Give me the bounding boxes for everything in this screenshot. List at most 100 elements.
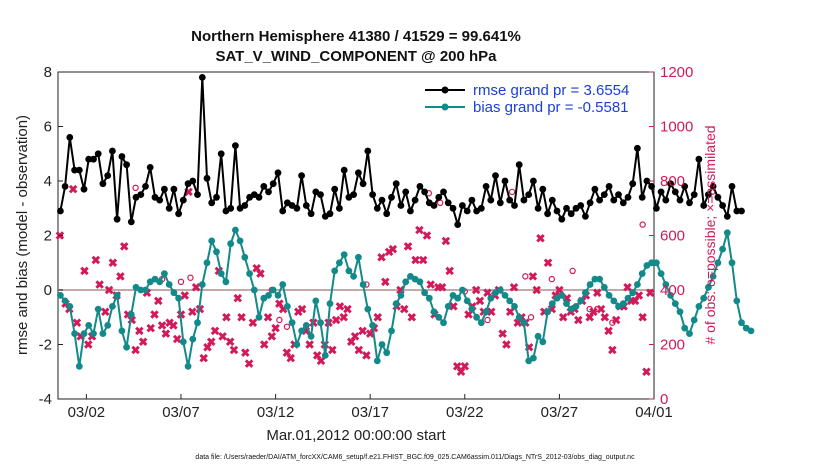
bias-point bbox=[544, 308, 551, 316]
obs-possible-marker bbox=[594, 305, 601, 313]
rmse-point bbox=[156, 196, 164, 204]
bias-point bbox=[279, 281, 287, 288]
rmse-point bbox=[582, 213, 589, 220]
obs-assimilated-marker bbox=[150, 310, 159, 319]
obs-assimilated-marker bbox=[645, 288, 655, 297]
y2-tick-label: 1000 bbox=[660, 119, 693, 136]
bias-point bbox=[548, 300, 556, 307]
obs-assimilated-marker bbox=[388, 244, 398, 254]
obs-assimilated-marker bbox=[362, 351, 371, 360]
obs-assimilated-marker bbox=[411, 255, 420, 265]
obs-assimilated-marker bbox=[267, 332, 277, 341]
bias-point bbox=[473, 313, 480, 321]
bias-point bbox=[397, 292, 405, 299]
bias-point bbox=[222, 278, 230, 286]
bias-point bbox=[511, 303, 518, 310]
obs-assimilated-marker bbox=[415, 225, 424, 235]
rmse-point bbox=[279, 207, 287, 215]
obs-assimilated-marker bbox=[146, 323, 155, 333]
rmse-point bbox=[94, 150, 102, 158]
obs-possible-marker bbox=[132, 184, 139, 192]
rmse-point bbox=[170, 185, 178, 193]
bias-point bbox=[118, 327, 126, 335]
rmse-point bbox=[624, 193, 632, 201]
rmse-point bbox=[241, 202, 249, 209]
bias-point bbox=[600, 283, 608, 291]
rmse-point bbox=[369, 191, 376, 199]
rmse-point bbox=[397, 202, 405, 209]
bias-point bbox=[359, 281, 367, 288]
x-tick-label: 03/27 bbox=[541, 404, 579, 421]
rmse-point bbox=[629, 180, 637, 188]
bias-point bbox=[662, 281, 670, 288]
bias-point bbox=[496, 286, 504, 294]
rmse-point bbox=[643, 177, 651, 185]
bias-point bbox=[705, 283, 712, 291]
bias-point bbox=[90, 330, 97, 337]
rmse-point bbox=[558, 215, 566, 223]
obs-assimilated-marker bbox=[225, 337, 235, 347]
bias-point bbox=[681, 324, 689, 332]
rmse-point bbox=[667, 180, 674, 188]
rmse-point bbox=[619, 199, 627, 207]
bias-point bbox=[402, 278, 410, 286]
rmse-point bbox=[113, 215, 121, 223]
obs-assimilated-marker bbox=[642, 367, 651, 377]
rmse-point bbox=[407, 207, 414, 215]
bias-point bbox=[274, 292, 282, 299]
bias-point bbox=[425, 294, 433, 302]
bias-point bbox=[686, 330, 693, 337]
rmse-point bbox=[705, 191, 712, 199]
chart-subtitle: SAT_V_WIND_COMPONENT @ 200 hPa bbox=[215, 48, 497, 65]
x-tick-label: 03/07 bbox=[162, 404, 200, 421]
obs-assimilated-marker bbox=[108, 258, 118, 268]
bias-point bbox=[227, 240, 235, 248]
bias-point bbox=[468, 305, 476, 313]
obs-assimilated-marker bbox=[297, 304, 307, 314]
bias-point bbox=[326, 300, 334, 307]
obs-assimilated-marker bbox=[210, 326, 220, 336]
rmse-point bbox=[146, 164, 154, 171]
obs-assimilated-marker bbox=[248, 318, 258, 327]
rmse-point bbox=[99, 180, 107, 188]
bias-point bbox=[714, 259, 722, 267]
bias-point bbox=[421, 289, 428, 297]
rmse-point bbox=[378, 196, 386, 204]
obs-assimilated-marker bbox=[509, 283, 519, 292]
bias-point bbox=[671, 300, 679, 307]
rmse-point bbox=[695, 155, 703, 163]
bias-point bbox=[241, 253, 249, 261]
bias-point bbox=[236, 237, 244, 245]
rmse-point bbox=[364, 147, 372, 155]
rmse-point bbox=[482, 183, 490, 190]
bias-point bbox=[104, 322, 112, 329]
obs-assimilated-marker bbox=[608, 345, 617, 355]
rmse-point bbox=[208, 199, 216, 207]
bias-point bbox=[430, 308, 438, 316]
bias-point bbox=[198, 281, 206, 288]
observation-count-layer bbox=[55, 184, 655, 377]
obs-assimilated-marker bbox=[471, 285, 481, 295]
bias-point bbox=[57, 292, 64, 299]
y-tick-label: 2 bbox=[44, 228, 52, 245]
rmse-point bbox=[501, 177, 509, 185]
rmse-point bbox=[515, 161, 523, 169]
rmse-point bbox=[383, 210, 391, 218]
bias-point bbox=[728, 259, 736, 267]
rmse-point bbox=[511, 202, 518, 209]
axes-layer: -4 -2 0 2 4 6 8 0 200 400 600 800 1000 1200 03/02 03/07… bbox=[39, 64, 694, 421]
rmse-point bbox=[681, 183, 689, 190]
obs-assimilated-marker bbox=[335, 302, 345, 311]
obs-assimilated-marker bbox=[437, 283, 447, 292]
rmse-point bbox=[198, 74, 206, 81]
bias-point bbox=[179, 338, 187, 346]
rmse-point bbox=[449, 204, 457, 212]
bias-point bbox=[738, 319, 745, 327]
obs-possible-marker bbox=[484, 316, 491, 324]
bias-point bbox=[383, 349, 391, 357]
rmse-point bbox=[544, 210, 551, 218]
rmse-point bbox=[274, 169, 282, 177]
obs-possible-marker bbox=[639, 221, 646, 228]
rmse-point bbox=[615, 191, 622, 199]
rmse-point bbox=[539, 185, 547, 193]
